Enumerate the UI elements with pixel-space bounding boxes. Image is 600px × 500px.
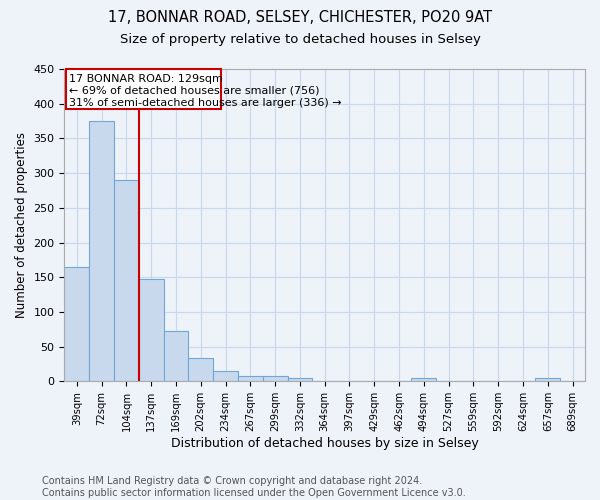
- Text: 31% of semi-detached houses are larger (336) →: 31% of semi-detached houses are larger (…: [70, 98, 342, 108]
- Text: 17, BONNAR ROAD, SELSEY, CHICHESTER, PO20 9AT: 17, BONNAR ROAD, SELSEY, CHICHESTER, PO2…: [108, 10, 492, 25]
- Bar: [114, 180, 139, 382]
- Bar: [139, 278, 164, 382]
- Text: Contains HM Land Registry data © Crown copyright and database right 2024.
Contai: Contains HM Land Registry data © Crown c…: [42, 476, 466, 498]
- Bar: [412, 378, 436, 382]
- Bar: [89, 121, 114, 382]
- Bar: [213, 371, 238, 382]
- Bar: [238, 376, 263, 382]
- X-axis label: Distribution of detached houses by size in Selsey: Distribution of detached houses by size …: [171, 437, 479, 450]
- Bar: [64, 267, 89, 382]
- FancyBboxPatch shape: [65, 69, 221, 110]
- Bar: [188, 358, 213, 382]
- Bar: [287, 378, 313, 382]
- Bar: [164, 332, 188, 382]
- Text: 17 BONNAR ROAD: 129sqm: 17 BONNAR ROAD: 129sqm: [70, 74, 223, 84]
- Text: Size of property relative to detached houses in Selsey: Size of property relative to detached ho…: [119, 32, 481, 46]
- Bar: [535, 378, 560, 382]
- Bar: [263, 376, 287, 382]
- Text: ← 69% of detached houses are smaller (756): ← 69% of detached houses are smaller (75…: [70, 86, 320, 96]
- Y-axis label: Number of detached properties: Number of detached properties: [15, 132, 28, 318]
